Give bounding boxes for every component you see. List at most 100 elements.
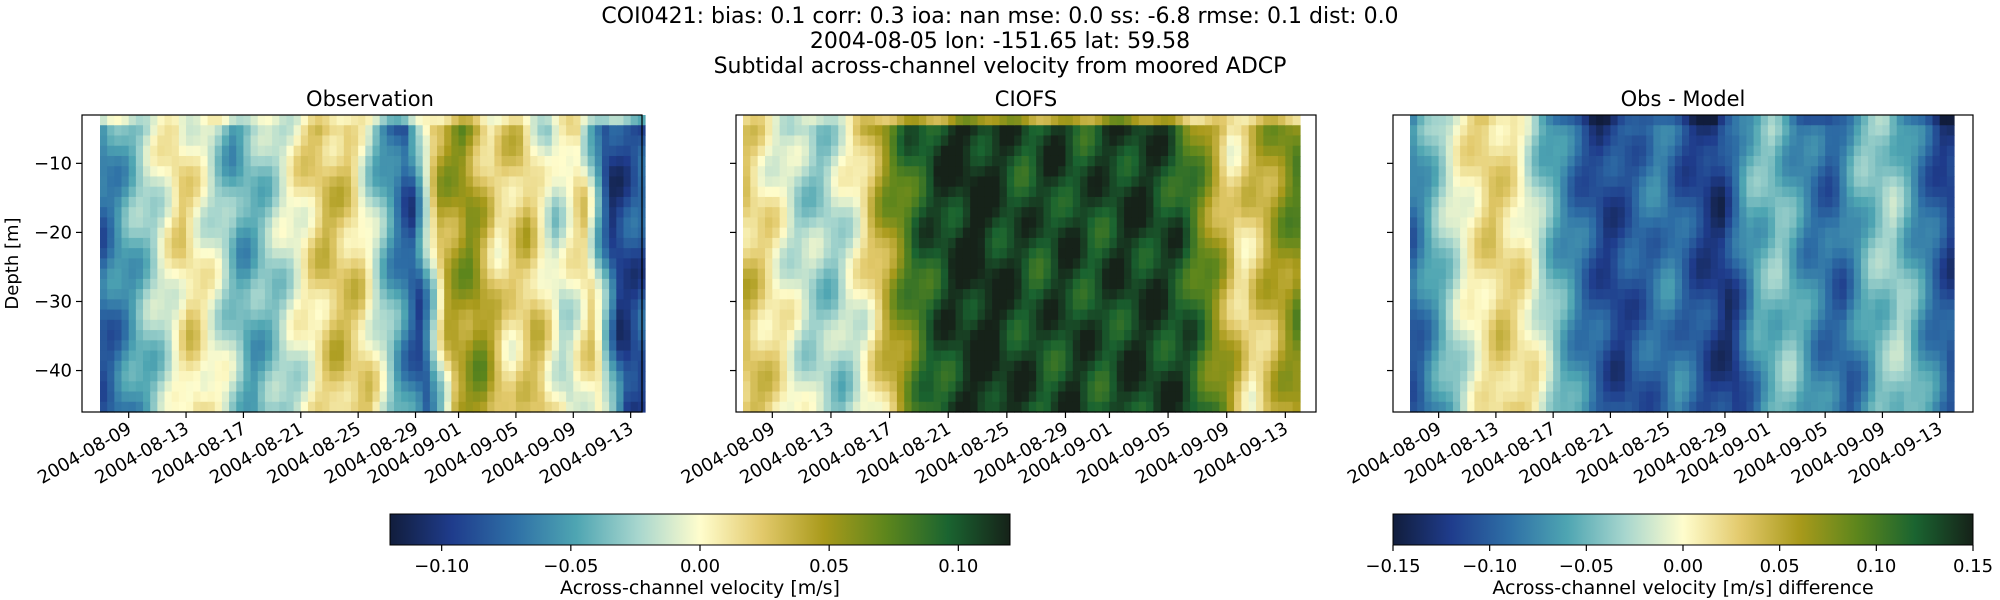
heatmap-cell [544,278,553,290]
heatmap-cell [1043,115,1052,126]
heatmap-cell [336,401,345,413]
heatmap-cell [1474,350,1483,362]
heatmap-cell [429,186,438,198]
heatmap-cell [1190,176,1198,188]
heatmap-cell [838,258,847,270]
heatmap-cell [1131,248,1140,259]
heatmap-cell [480,217,488,229]
heatmap-cell [757,125,766,137]
heatmap-cell [358,381,366,393]
heatmap-cell [1431,360,1440,372]
heatmap-cell [1087,371,1096,382]
heatmap-cell [250,371,259,382]
heatmap-cell [1417,217,1425,229]
heatmap-cell [1241,391,1250,403]
heatmap-cell [926,289,935,300]
heatmap-cell [372,207,381,219]
heatmap-cell [1256,340,1264,352]
heatmap-cell [1160,196,1169,208]
heatmap-cell [329,155,338,167]
heatmap-cell [444,381,452,393]
heatmap-cell [121,309,130,321]
heatmap-cell [616,350,625,362]
heatmap-cell [1043,360,1052,372]
heatmap-cell [1270,135,1279,147]
heatmap-cell [940,125,949,137]
heatmap-cell [918,340,927,352]
heatmap-cell [601,360,610,372]
heatmap-cell [852,186,861,198]
heatmap-cell [551,227,560,239]
heatmap-cell [1080,248,1089,259]
heatmap-cell [794,330,803,341]
heatmap-cell [1234,166,1242,178]
heatmap-cell [904,155,913,167]
heatmap-cell [537,391,546,403]
heatmap-cell [838,340,847,352]
heatmap-cell [1168,125,1177,137]
heatmap-cell [1417,237,1425,249]
heatmap-cell [984,217,993,229]
heatmap-cell [157,299,166,311]
heatmap-cell [743,196,751,208]
heatmap-cell [401,330,409,341]
heatmap-cell [1168,391,1177,403]
heatmap-cell [867,360,876,372]
heatmap-cell [365,186,374,198]
heatmap-cell [1474,381,1483,393]
heatmap-cell [609,186,617,198]
heatmap-cell [977,330,986,341]
heatmap-cell [948,340,957,352]
heatmap-cell [918,401,927,413]
heatmap-cell [100,196,108,208]
heatmap-cell [852,299,861,311]
heatmap-cell [1438,350,1447,362]
heatmap-cell [830,391,839,403]
heatmap-cell [1256,360,1264,372]
heatmap-cell [186,289,194,300]
heatmap-cell [1452,278,1461,290]
heatmap-cell [286,155,295,167]
heatmap-cell [444,207,452,219]
heatmap-cell [386,391,395,403]
heatmap-cell [757,268,766,280]
heatmap-cell [429,278,438,290]
heatmap-cell [911,350,920,362]
heatmap-cell [1424,186,1433,198]
heatmap-cell [515,360,524,372]
heatmap-cell [1278,145,1286,157]
heatmap-cell [1146,217,1155,229]
heatmap-cell [594,186,603,198]
heatmap-cell [200,258,209,270]
heatmap-cell [164,145,173,157]
heatmap-cell [315,299,323,311]
heatmap-cell [472,299,481,311]
heatmap-cell [1124,391,1133,403]
heatmap-cell [350,319,359,331]
heatmap-cell [128,237,137,249]
heatmap-cell [940,145,949,157]
heatmap-cell [523,217,531,229]
heatmap-cell [1043,350,1052,362]
heatmap-cell [1460,237,1468,249]
heatmap-cell [307,155,316,167]
heatmap-cell [1197,350,1206,362]
heatmap-cell [1058,309,1067,321]
heatmap-cell [1278,125,1286,137]
heatmap-cell [1138,309,1147,321]
heatmap-cell [750,381,759,393]
heatmap-cell [164,268,173,280]
heatmap-cell [243,381,252,393]
heatmap-cell [1452,330,1461,341]
heatmap-cell [933,401,942,413]
heatmap-cell [926,186,935,198]
heatmap-cell [551,330,560,341]
heatmap-cell [1006,330,1015,341]
heatmap-cell [955,289,964,300]
heatmap-cell [874,115,883,126]
heatmap-cell [601,319,610,331]
heatmap-cell [1248,391,1257,403]
heatmap-cell [1146,381,1155,393]
heatmap-cell [1531,115,1540,126]
heatmap-cell [1234,207,1242,219]
